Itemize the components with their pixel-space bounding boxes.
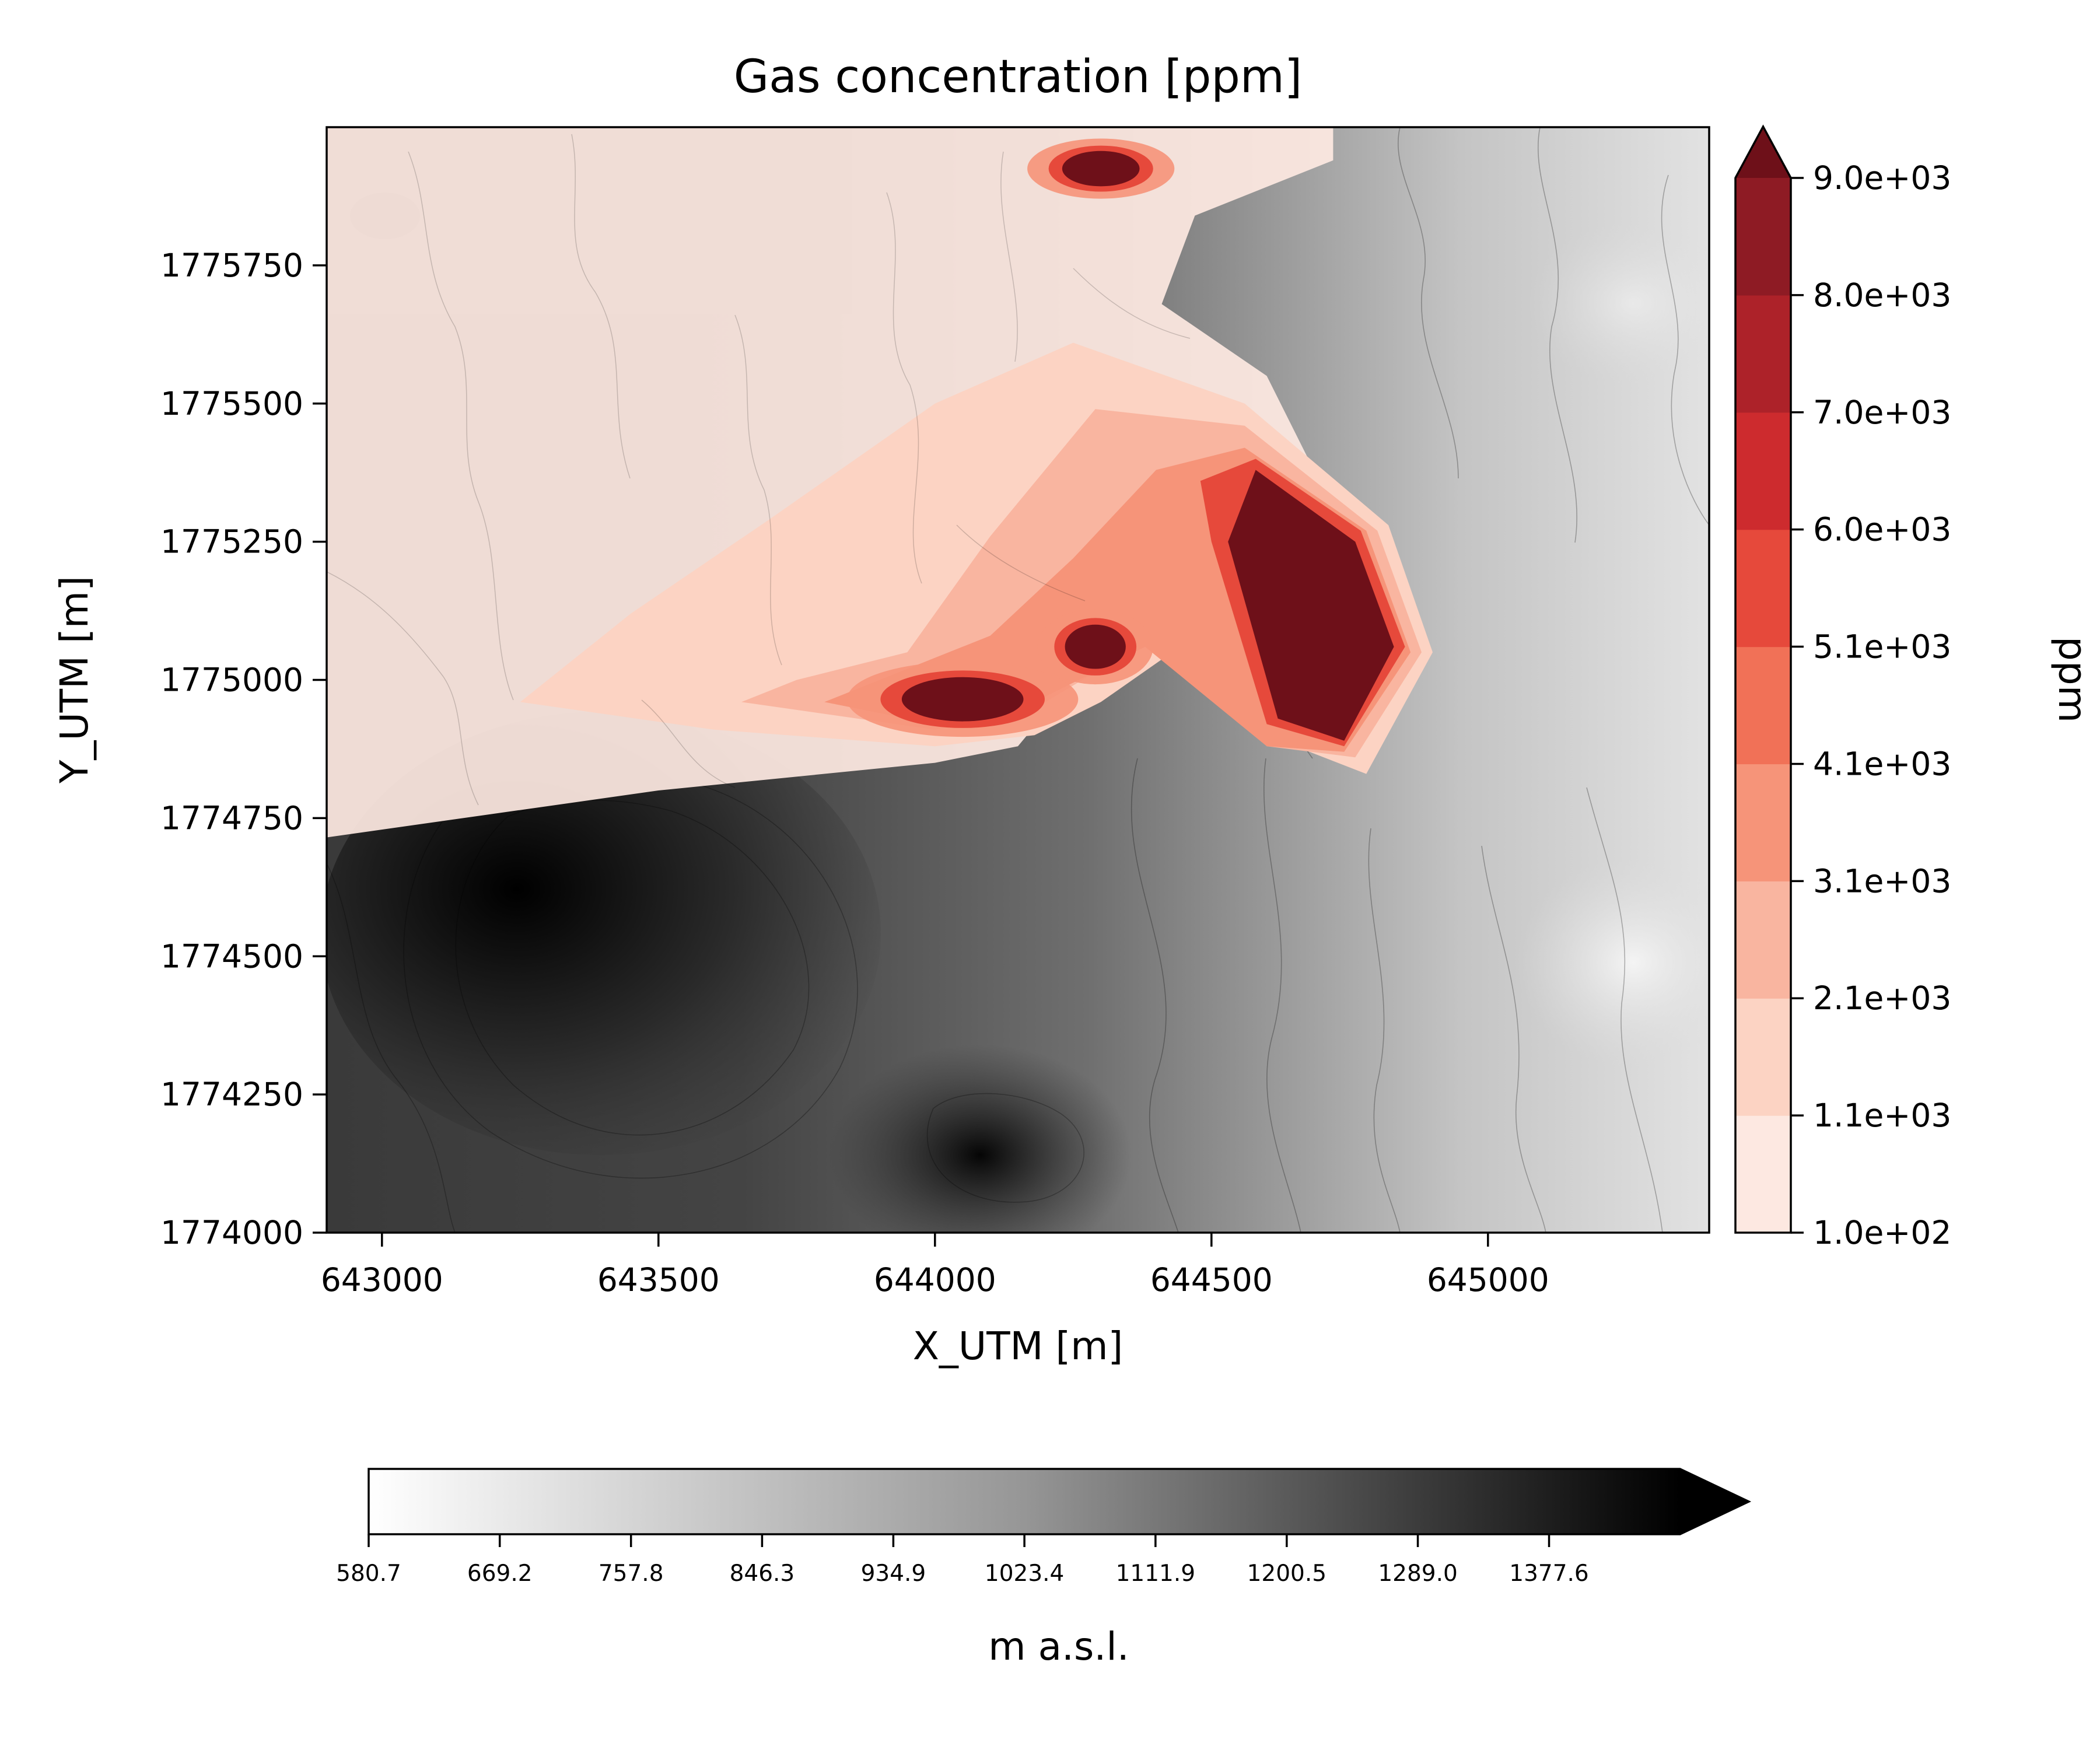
concentration-colorbar-tick-label: 2.1e+03 — [1813, 979, 1951, 1017]
concentration-colorbar: 1.0e+02 1.1e+03 2.1e+03 3.1e+03 4.1e+03 5.1e+… — [1734, 124, 1951, 1251]
y-tick-label: 1775750 — [160, 247, 303, 284]
hotspot-middle — [1065, 624, 1126, 669]
elevation-colorbar-tick-label: 1377.6 — [1509, 1560, 1588, 1587]
elevation-colorbar-tick-label: 934.9 — [861, 1560, 926, 1587]
y-tick-label: 1775000 — [160, 662, 303, 699]
gas-plume — [327, 127, 1433, 838]
chart-title: Gas concentration [ppm] — [734, 51, 1303, 103]
concentration-colorbar-segment — [1735, 764, 1791, 881]
y-tick-label: 1775250 — [160, 523, 303, 561]
elevation-colorbar-label: m a.s.l. — [988, 1624, 1129, 1669]
elevation-colorbar-tick-label: 757.8 — [598, 1560, 664, 1587]
y-axis-label: Y_UTM [m] — [52, 576, 97, 784]
hotspot-west — [901, 677, 1024, 722]
concentration-colorbar-tick-label: 1.0e+02 — [1813, 1214, 1951, 1251]
concentration-colorbar-label: ppm — [2050, 636, 2095, 723]
concentration-colorbar-tick-label: 7.0e+03 — [1813, 394, 1951, 431]
elevation-colorbar-tick-label: 846.3 — [730, 1560, 795, 1587]
concentration-colorbar-tick-label: 6.0e+03 — [1813, 511, 1951, 548]
elevation-colorbar: 580.7 669.2 757.8 846.3 934.9 1023.4 1111.9 120… — [336, 1468, 1752, 1587]
concentration-colorbar-segment — [1735, 646, 1791, 765]
concentration-colorbar-outline — [1734, 124, 1792, 1234]
elevation-colorbar-tick-label: 1200.5 — [1247, 1560, 1326, 1587]
concentration-colorbar-segment — [1735, 881, 1791, 999]
concentration-colorbar-segment — [1735, 178, 1791, 296]
concentration-colorbar-tick-label: 3.1e+03 — [1813, 862, 1951, 900]
y-tick-label: 1774750 — [160, 799, 303, 837]
elevation-colorbar-outline — [368, 1468, 1752, 1535]
elevation-colorbar-gradient — [369, 1469, 1680, 1534]
concentration-colorbar-tick-label: 1.1e+03 — [1813, 1097, 1951, 1134]
x-tick-label: 643500 — [597, 1261, 720, 1299]
concentration-colorbar-segment — [1735, 412, 1791, 530]
x-axis-label: X_UTM [m] — [913, 1324, 1124, 1369]
x-tick-label: 643000 — [321, 1261, 443, 1299]
y-tick-label: 1774500 — [160, 937, 303, 975]
x-tick-label: 644000 — [874, 1261, 996, 1299]
y-tick-label: 1774000 — [160, 1214, 303, 1251]
elevation-colorbar-tick-label: 1023.4 — [985, 1560, 1064, 1587]
y-tick-label: 1775500 — [160, 385, 303, 422]
concentration-colorbar-tick-label: 5.1e+03 — [1813, 628, 1951, 666]
plot-area — [327, 127, 1709, 1233]
concentration-colorbar-segment — [1735, 1115, 1791, 1233]
x-tick-label: 645000 — [1427, 1261, 1549, 1299]
elevation-colorbar-tick-label: 1289.0 — [1378, 1560, 1457, 1587]
elevation-colorbar-extend-arrow — [1680, 1469, 1749, 1534]
elevation-colorbar-tick-label: 580.7 — [336, 1560, 401, 1587]
concentration-colorbar-tick-label: 4.1e+03 — [1813, 745, 1951, 782]
concentration-colorbar-segment — [1735, 295, 1791, 413]
elevation-colorbar-tick-label: 1111.9 — [1116, 1560, 1195, 1587]
y-tick-label: 1774250 — [160, 1076, 303, 1113]
x-tick-label: 644500 — [1150, 1261, 1273, 1299]
y-axis: 1774000 1774250 1774500 1774750 1775000 17752… — [160, 247, 327, 1251]
plume-contour-lines — [327, 134, 1191, 806]
plume-core — [1228, 470, 1394, 741]
concentration-colorbar-tick-label: 9.0e+03 — [1813, 159, 1951, 197]
concentration-colorbar-tick-label: 8.0e+03 — [1813, 277, 1951, 314]
concentration-colorbar-extend-arrow — [1735, 127, 1791, 178]
concentration-colorbar-segment — [1735, 998, 1791, 1116]
elevation-colorbar-tick-label: 669.2 — [467, 1560, 533, 1587]
hotspot-north — [1062, 151, 1140, 187]
concentration-colorbar-segment — [1735, 529, 1791, 648]
x-axis: 643000 643500 644000 644500 645000 — [321, 1233, 1549, 1299]
